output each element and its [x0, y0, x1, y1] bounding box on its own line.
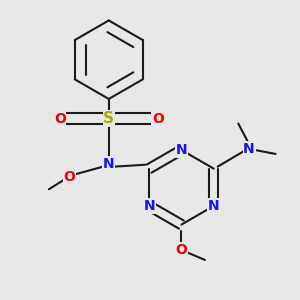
Text: O: O: [64, 170, 76, 184]
Text: S: S: [103, 111, 114, 126]
Text: N: N: [103, 157, 115, 171]
Text: N: N: [176, 143, 187, 157]
Text: O: O: [152, 112, 164, 126]
Text: O: O: [54, 112, 66, 126]
Text: N: N: [243, 142, 255, 156]
Text: N: N: [208, 199, 220, 213]
Text: O: O: [176, 243, 187, 257]
Text: N: N: [143, 199, 155, 213]
